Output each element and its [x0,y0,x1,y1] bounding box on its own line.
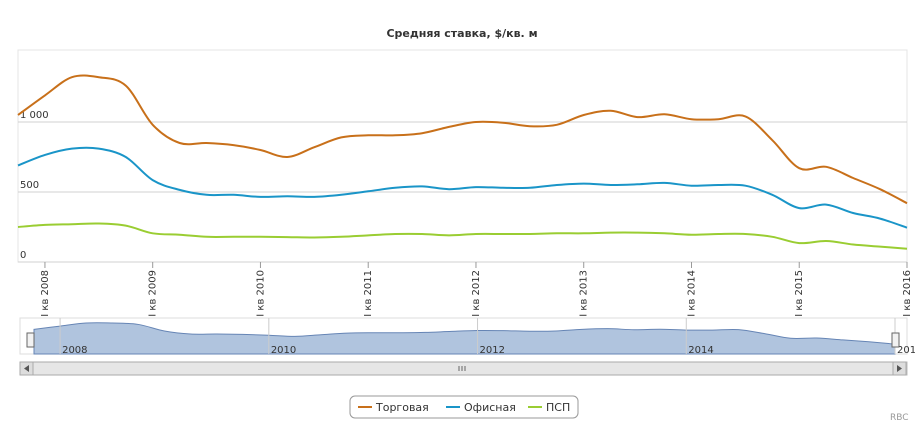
x-tick-label: I кв 2009 [148,270,159,317]
credit: RBC [890,413,909,423]
legend-label[interactable]: Торговая [375,401,429,414]
series-line [17,74,908,205]
x-tick-label: I кв 2016 [902,270,913,317]
legend-label[interactable]: Офисная [464,401,516,414]
y-tick-label: 0 [20,250,26,261]
navigator-tick-label: 2014 [688,345,713,356]
navigator-handle[interactable] [26,332,35,348]
y-tick-label: 1 000 [20,110,49,121]
navigator-tick-label: 2008 [62,345,87,356]
x-tick-label: I кв 2013 [579,270,590,317]
y-tick-label: 500 [20,180,39,191]
x-tick-label: I кв 2011 [363,270,374,317]
navigator-handle[interactable] [891,332,900,348]
chart-title: Средняя ставка, $/кв. м [386,27,537,40]
x-tick-label: I кв 2010 [255,270,266,317]
navigator-tick-label: 2012 [480,345,505,356]
navigator-tick-label: 2010 [271,345,296,356]
plot-frame [17,49,908,263]
legend-label[interactable]: ПСП [546,401,570,414]
series-line [17,146,908,229]
series-line [17,222,908,250]
navigator-area [33,322,896,355]
x-tick-label: I кв 2008 [40,270,51,317]
x-tick-label: I кв 2012 [471,270,482,317]
scrollbar [19,361,908,376]
x-tick-label: I кв 2015 [794,270,805,317]
navigator-tick-label: 2016 [897,345,915,356]
legend-box [349,395,579,419]
x-tick-label: I кв 2014 [686,270,697,317]
